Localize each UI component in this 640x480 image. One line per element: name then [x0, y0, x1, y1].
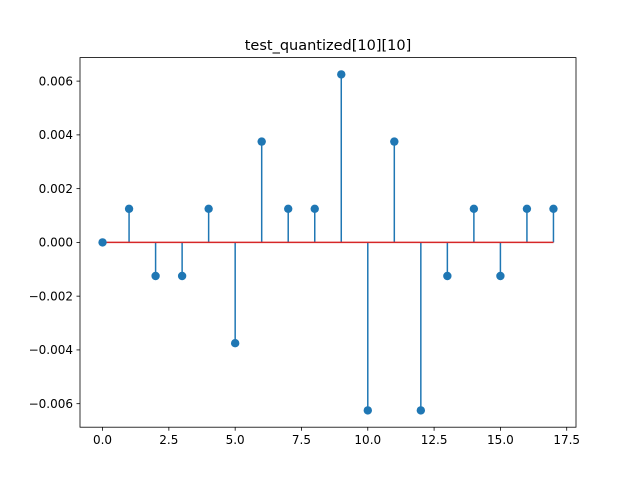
stem-marker: [549, 204, 558, 213]
y-tick-label: −0.004: [29, 343, 73, 357]
stem-marker: [337, 70, 346, 79]
stem-marker: [443, 271, 452, 281]
x-tick-label: 7.5: [292, 433, 311, 447]
stem-marker: [151, 271, 160, 281]
x-tick-label: 17.5: [553, 433, 580, 447]
y-axis: −0.006 −0.004 −0.002 0.000 0.002 0.004 0.006: [29, 74, 80, 411]
x-tick-label: 2.5: [159, 433, 178, 447]
x-tick-label: 10.0: [354, 433, 381, 447]
stem-marker: [177, 271, 187, 281]
x-tick-label: 15.0: [487, 433, 514, 447]
stem-marker: [230, 339, 240, 348]
x-axis: 0.0 2.5 5.0 7.5 10.0 12.5 15.0 17.5: [93, 427, 580, 447]
chart-title: test_quantized[10][10]: [245, 38, 412, 54]
y-tick-label: −0.002: [29, 289, 73, 303]
stem-marker: [390, 137, 399, 146]
y-tick-label: 0.004: [39, 128, 73, 142]
stem-marker: [257, 137, 266, 146]
y-tick-label: −0.006: [29, 397, 73, 411]
stem-marker: [496, 271, 505, 281]
plot-area: [98, 70, 558, 415]
stem-marker: [416, 406, 426, 415]
x-tick-label: 12.5: [421, 433, 448, 447]
stem-marker: [363, 406, 372, 415]
y-tick-label: 0.006: [39, 74, 73, 88]
stem-marker: [310, 204, 319, 213]
stem-marker: [522, 204, 532, 213]
stem-marker: [469, 204, 479, 213]
y-tick-label: 0.002: [39, 182, 73, 196]
x-tick-label: 0.0: [93, 433, 112, 447]
stem-marker: [204, 204, 213, 213]
stem-marker: [98, 238, 107, 247]
x-tick-label: 5.0: [226, 433, 245, 447]
y-tick-label: 0.000: [39, 236, 73, 250]
stem-marker: [124, 204, 134, 213]
stem-marker: [284, 204, 293, 213]
